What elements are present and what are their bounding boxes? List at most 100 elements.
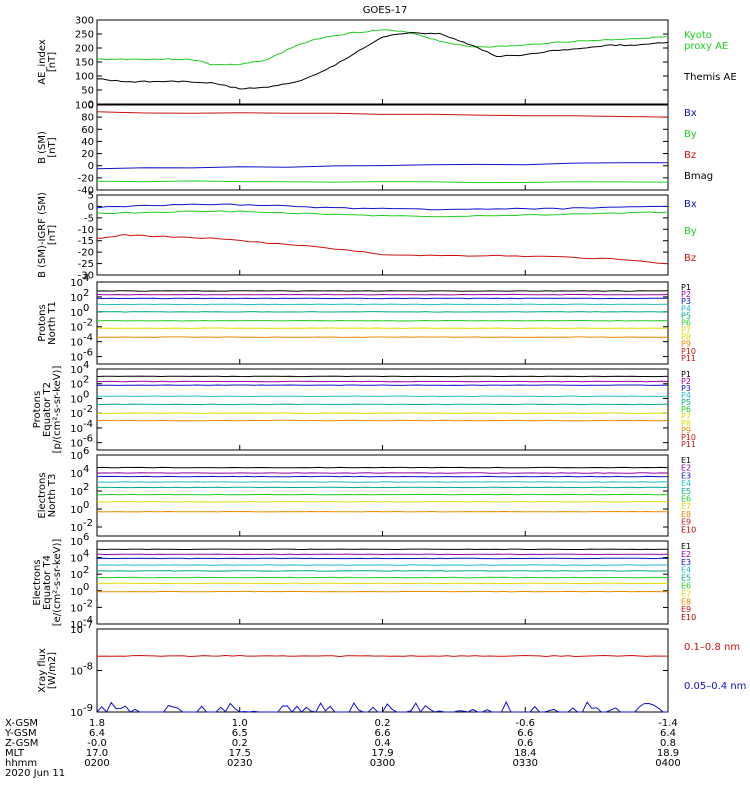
y-tick-label: -30 bbox=[78, 271, 94, 282]
y-tick-label: 300 bbox=[75, 16, 94, 27]
y-tick-exponent: -6 bbox=[83, 434, 93, 445]
legend-entry: P1 bbox=[681, 283, 691, 292]
y-tick-label: 5 bbox=[88, 191, 94, 202]
legend-entry: E5 bbox=[681, 574, 691, 583]
y-tick-label: 0 bbox=[88, 161, 94, 172]
x-axis-value: 1.0 bbox=[232, 718, 248, 729]
legend-entry: E9 bbox=[681, 605, 691, 614]
series-line-themis-ae bbox=[96, 31, 669, 90]
legend-entry: Bmag bbox=[684, 171, 713, 182]
legend-entry: P6 bbox=[681, 318, 691, 327]
panel-frame bbox=[96, 540, 669, 625]
y-axis-label: Electrons bbox=[37, 472, 48, 518]
y-tick-exponent: -6 bbox=[83, 348, 93, 359]
legend-entry: E1 bbox=[681, 456, 691, 465]
y-tick-label: 10 bbox=[70, 278, 83, 289]
y-tick-exponent: 4 bbox=[83, 464, 89, 475]
y-axis-label: AE_index bbox=[37, 39, 48, 85]
legend-entry: P10 bbox=[681, 347, 696, 356]
y-tick-exponent: 0 bbox=[83, 389, 89, 400]
legend-entry: E10 bbox=[681, 525, 696, 534]
legend-entry: E3 bbox=[681, 471, 691, 480]
legend-entry: 0.1–0.8 nm bbox=[684, 642, 740, 653]
y-tick-label: 10 bbox=[70, 487, 83, 498]
y-tick-label: 150 bbox=[75, 58, 94, 69]
y-tick-exponent: 2 bbox=[83, 482, 89, 493]
y-tick-label: -20 bbox=[78, 248, 94, 259]
panel-frame bbox=[96, 194, 669, 276]
y-tick-exponent: -2 bbox=[83, 518, 93, 529]
legend-entry: Bx bbox=[684, 199, 697, 210]
y-tick-label: 80 bbox=[81, 113, 94, 124]
legend-entry: P3 bbox=[681, 384, 691, 393]
legend-entry: P10 bbox=[681, 433, 696, 442]
legend-entry: Bz bbox=[684, 150, 696, 161]
x-axis-value: 0.2 bbox=[375, 718, 391, 729]
x-axis-row-label: Y-GSM bbox=[4, 728, 37, 739]
y-tick-label: 50 bbox=[81, 86, 94, 97]
y-axis-label: [nT] bbox=[47, 137, 58, 157]
y-tick-exponent: 0 bbox=[83, 582, 89, 593]
y-tick-exponent: 2 bbox=[83, 565, 89, 576]
legend-entry: P7 bbox=[681, 412, 691, 421]
panel-frame bbox=[96, 19, 669, 105]
legend-entry: By bbox=[684, 226, 697, 237]
series-line-0-1-0-8-nm bbox=[96, 654, 668, 658]
x-axis-value: 0300 bbox=[370, 758, 395, 769]
x-axis-value: 1.8 bbox=[89, 718, 105, 729]
legend-entry: P4 bbox=[681, 391, 691, 400]
series-line-p2 bbox=[97, 380, 669, 383]
x-axis-value: 0.8 bbox=[660, 738, 676, 749]
y-tick-exponent: 0 bbox=[83, 303, 89, 314]
y-tick-label: -40 bbox=[78, 186, 94, 197]
x-axis-value: 6.4 bbox=[660, 728, 676, 739]
y-axis-label: Protons bbox=[32, 391, 43, 428]
legend-entry: E8 bbox=[681, 597, 691, 606]
y-tick-label: 0 bbox=[88, 100, 94, 111]
legend-entry: E3 bbox=[681, 558, 691, 567]
x-axis-value: 17.0 bbox=[86, 748, 108, 759]
series-line-p7 bbox=[96, 419, 669, 422]
series-line-p2 bbox=[96, 293, 669, 296]
legend-entry: P4 bbox=[681, 304, 691, 313]
y-tick-label: 10 bbox=[70, 439, 83, 450]
legend-entry: P9 bbox=[681, 426, 691, 435]
x-axis-value: 6.6 bbox=[517, 728, 533, 739]
legend-entry: E1 bbox=[681, 542, 691, 551]
x-axis-value: -0.0 bbox=[87, 738, 107, 749]
x-axis-value: 18.9 bbox=[657, 748, 679, 759]
legend-entry: E10 bbox=[681, 613, 696, 622]
x-axis-row-label: 2020 Jun 11 bbox=[5, 768, 65, 779]
y-tick-exponent: 4 bbox=[83, 549, 89, 560]
x-axis-value: 6.5 bbox=[232, 728, 248, 739]
y-axis-label: Equator T4 bbox=[42, 555, 53, 610]
y-tick-label: 10 bbox=[70, 505, 83, 516]
legend-entry: E4 bbox=[681, 479, 691, 488]
legend-entry: E6 bbox=[681, 495, 691, 504]
y-tick-exponent: 0 bbox=[83, 500, 89, 511]
y-tick-exponent: -4 bbox=[83, 333, 93, 344]
panel-frame bbox=[96, 104, 669, 191]
legend-entry: E7 bbox=[681, 589, 691, 598]
panel-ee: Electrons Equator T4 [e/(cm²-s-sr-keV)] 10 6… bbox=[32, 532, 696, 631]
series-line-e4 bbox=[96, 564, 669, 566]
y-axis-label: [e/(cm²-s-sr-keV)] bbox=[52, 539, 63, 627]
y-tick-label: 10 bbox=[70, 570, 83, 581]
legend-entry: E6 bbox=[681, 582, 691, 591]
y-tick-label: 10 bbox=[70, 394, 83, 405]
y-tick-exponent: 2 bbox=[83, 288, 89, 299]
legend-entry: E7 bbox=[681, 502, 691, 511]
panel-ae: AE_index [nT] 0 50 100 150 200 250 300 Kyotoproxy… bbox=[37, 16, 737, 111]
legend-entry: Bx bbox=[684, 108, 697, 119]
legend-entry: P3 bbox=[681, 297, 691, 306]
y-tick-label: 10 bbox=[70, 587, 83, 598]
legend-entry: 0.05–0.4 nm bbox=[684, 681, 746, 692]
plot-title: GOES-17 bbox=[363, 5, 408, 16]
series-line-bz bbox=[96, 111, 669, 118]
y-tick-exponent: -2 bbox=[83, 404, 93, 415]
y-tick-label: 10 bbox=[70, 620, 83, 631]
y-tick-label: 10 bbox=[70, 365, 83, 376]
series-line-p4 bbox=[96, 395, 669, 398]
